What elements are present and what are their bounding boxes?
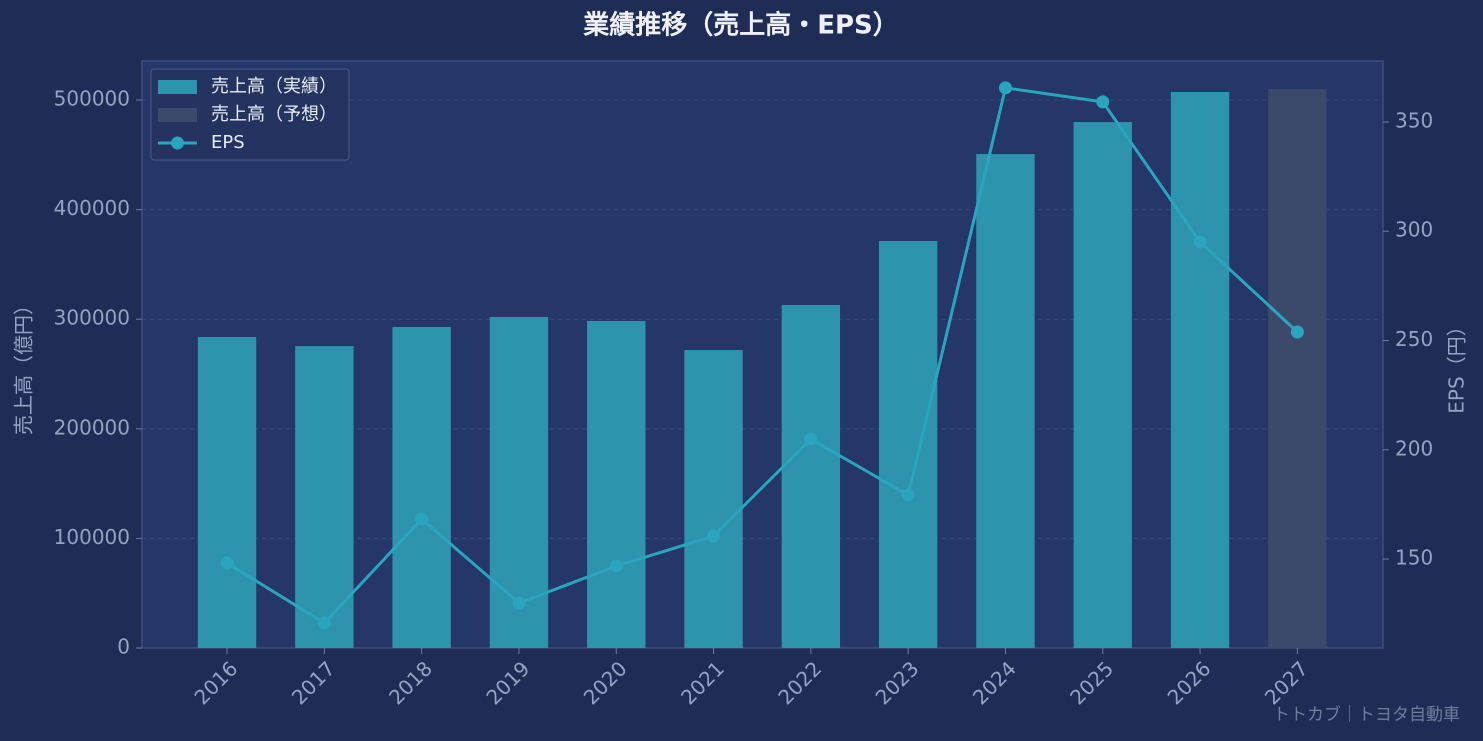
bar [1073, 122, 1132, 649]
bar [392, 326, 451, 648]
marker [804, 432, 818, 446]
marker [512, 596, 526, 610]
y-tick-label: 400000 [54, 196, 130, 220]
marker [1096, 95, 1110, 109]
legend-swatch [158, 80, 197, 94]
marker [1290, 325, 1304, 339]
legend-marker [171, 136, 184, 150]
bar [489, 317, 549, 648]
marker [415, 512, 429, 526]
marker [707, 529, 721, 543]
y2-tick-label: 250 [1395, 327, 1433, 351]
marker [317, 616, 331, 630]
bar [684, 350, 743, 648]
bar [587, 320, 646, 648]
legend: 売上高（実績） 売上高（予想） EPS [150, 68, 350, 161]
y2-axis-label: EPS（円） [1445, 316, 1469, 413]
y-tick-label: 300000 [54, 306, 130, 330]
bar [1268, 89, 1327, 648]
legend-label: 売上高（実績） [211, 76, 337, 97]
y-tick-label: 500000 [54, 87, 130, 111]
legend-label: 売上高（予想） [211, 104, 337, 125]
y-axis-label: 売上高（億円） [12, 295, 36, 435]
marker [998, 81, 1012, 95]
legend-swatch [158, 108, 197, 122]
bar [781, 304, 841, 648]
marker [609, 559, 623, 573]
bar [976, 154, 1035, 648]
bar [878, 240, 938, 648]
y2-tick-label: 200 [1395, 436, 1433, 460]
source-note: トトカブ｜トヨタ自動車 [1273, 704, 1460, 725]
y-tick-label: 0 [117, 635, 130, 659]
legend-label: EPS [211, 132, 245, 153]
y2-tick-label: 150 [1395, 546, 1433, 570]
chart-title: 業績推移（売上高・EPS） [583, 10, 899, 41]
bar [197, 336, 257, 648]
legend-box [150, 68, 350, 161]
marker [220, 556, 234, 570]
bar [295, 346, 354, 648]
y2-tick-label: 350 [1395, 108, 1433, 132]
y-tick-label: 100000 [54, 525, 130, 549]
bar [1170, 92, 1230, 648]
marker [901, 488, 915, 502]
line [226, 86, 1299, 626]
y2-tick-label: 300 [1395, 218, 1433, 242]
marker [1193, 235, 1207, 249]
y-tick-label: 200000 [54, 415, 130, 439]
